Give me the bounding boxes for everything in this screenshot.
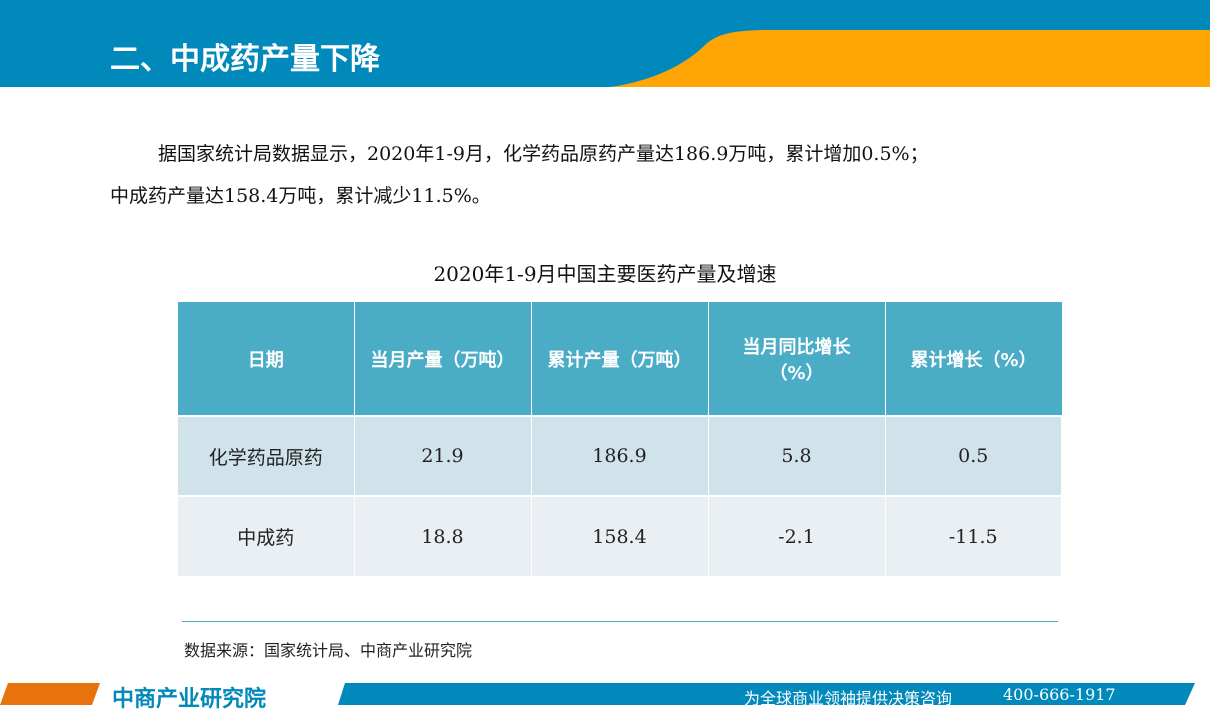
cell: 186.9 <box>531 415 709 496</box>
cell: -11.5 <box>885 495 1062 576</box>
col-header: 累计增长（%） <box>885 302 1062 416</box>
company-logo: 中商产业研究院 <box>112 687 267 712</box>
production-table: 日期 当月产量（万吨） 累计产量（万吨） 当月同比增长（%） 累计增长（%） 化… <box>178 302 1062 576</box>
cell: 0.5 <box>885 415 1062 496</box>
paragraph-line-1: 据国家统计局数据显示，2020年1-9月，化学药品原药产量达186.9万吨，累计… <box>158 143 929 165</box>
cell: -2.1 <box>708 495 886 576</box>
footer-bar <box>0 683 1195 705</box>
col-header: 当月产量（万吨） <box>354 302 532 416</box>
col-header: 累计产量（万吨） <box>531 302 709 416</box>
data-source: 数据来源：国家统计局、中商产业研究院 <box>184 641 473 660</box>
table-title: 2020年1-9月中国主要医药产量及增速 <box>433 262 777 286</box>
footer-phone: 400-666-1917 <box>1003 685 1116 704</box>
cell: 158.4 <box>531 495 709 576</box>
cell: 21.9 <box>354 415 532 496</box>
cell: 中成药 <box>178 495 355 576</box>
page-title: 二、中成药产量下降 <box>110 42 380 77</box>
cell: 5.8 <box>708 415 886 496</box>
footer-slogan: 为全球商业领袖提供决策咨询 <box>744 689 953 708</box>
col-header: 当月同比增长（%） <box>708 302 886 416</box>
table-row: 化学药品原药 21.9 186.9 5.8 0.5 <box>178 415 1062 496</box>
header-wave <box>610 30 1210 87</box>
col-header: 日期 <box>178 302 355 416</box>
source-divider <box>182 621 1058 622</box>
table-header-row: 日期 当月产量（万吨） 累计产量（万吨） 当月同比增长（%） 累计增长（%） <box>178 302 1062 416</box>
paragraph-line-2: 中成药产量达158.4万吨，累计减少11.5%。 <box>110 185 491 207</box>
header-banner: 二、中成药产量下降 <box>0 0 1210 87</box>
cell: 化学药品原药 <box>178 415 355 496</box>
intro-paragraph: 据国家统计局数据显示，2020年1-9月，化学药品原药产量达186.9万吨，累计… <box>110 133 1110 217</box>
cell: 18.8 <box>354 495 532 576</box>
table-row: 中成药 18.8 158.4 -2.1 -11.5 <box>178 495 1062 576</box>
